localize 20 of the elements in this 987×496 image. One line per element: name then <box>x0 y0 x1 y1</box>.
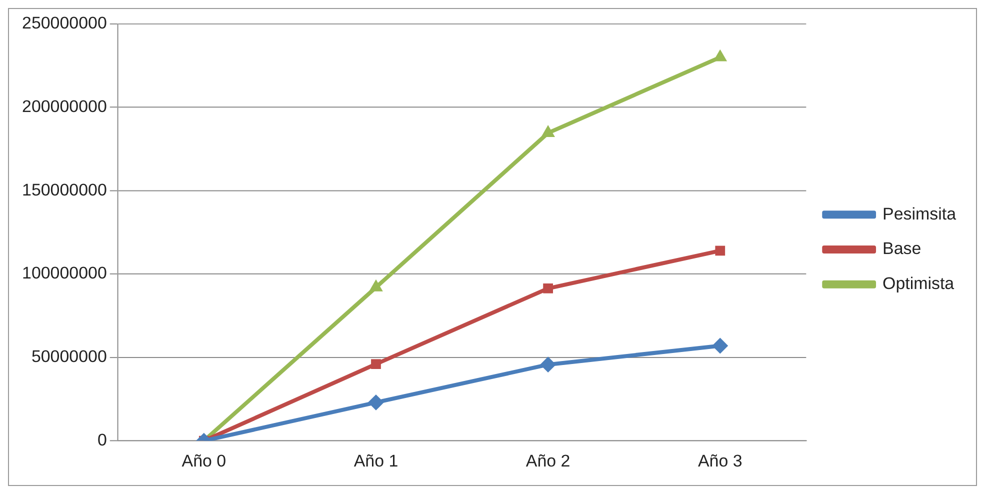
y-tick-label: 150000000 <box>22 180 107 200</box>
y-tick-label: 0 <box>97 430 107 450</box>
point <box>368 394 384 410</box>
x-tick-label: Año 2 <box>526 452 570 471</box>
point <box>540 356 556 373</box>
point <box>541 125 555 137</box>
point <box>543 283 553 294</box>
legend-label: Pesimsita <box>882 204 957 224</box>
point <box>371 359 381 370</box>
x-tick-label: Año 0 <box>182 452 226 471</box>
x-tick-label: Año 3 <box>698 452 742 471</box>
legend-label: Optimista <box>882 274 955 294</box>
y-tick-label: 50000000 <box>31 347 107 366</box>
y-tick-label: 100000000 <box>22 264 107 283</box>
y-tick-label: 250000000 <box>22 14 107 33</box>
y-tick-label: 200000000 <box>22 96 107 116</box>
legend-label: Base <box>882 239 922 258</box>
point <box>712 338 728 354</box>
x-tick-label: Año 1 <box>354 452 398 471</box>
point <box>715 246 726 256</box>
